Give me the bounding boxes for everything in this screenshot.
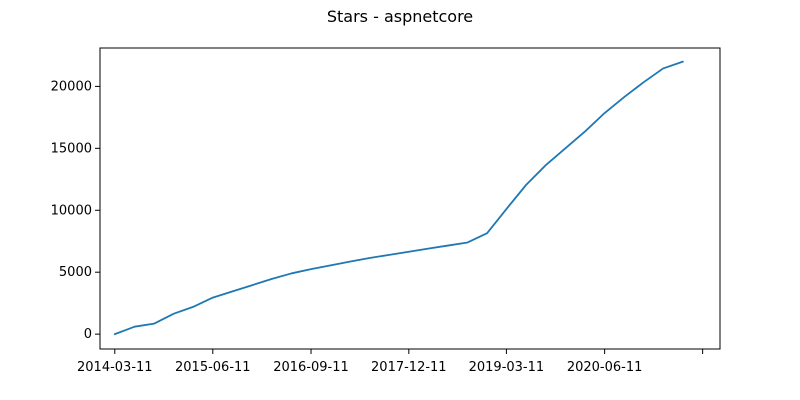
y-tick-label: 0 xyxy=(84,327,92,342)
x-tick-label: 2020-06-11 xyxy=(567,360,643,375)
x-tick-label: 2017-12-11 xyxy=(371,360,447,375)
plot-frame xyxy=(99,47,721,350)
y-axis: 0 5000 10000 15000 20000 xyxy=(51,79,100,342)
chart-title: Stars - aspnetcore xyxy=(327,7,473,26)
y-tick-label: 5000 xyxy=(59,265,92,280)
x-tick-label: 2015-06-11 xyxy=(175,360,251,375)
x-tick-label: 2019-03-11 xyxy=(469,360,545,375)
x-axis: 2014-03-11 2015-06-11 2016-09-11 2017-12-11… xyxy=(77,349,704,375)
y-tick-label: 20000 xyxy=(51,79,92,94)
y-tick-label: 15000 xyxy=(51,141,92,156)
x-tick-label: 2014-03-11 xyxy=(77,360,153,375)
series-layer xyxy=(113,60,684,336)
y-tick-label: 10000 xyxy=(51,203,92,218)
series-line-0 xyxy=(113,60,684,336)
x-tick-label: 2016-09-11 xyxy=(273,360,349,375)
